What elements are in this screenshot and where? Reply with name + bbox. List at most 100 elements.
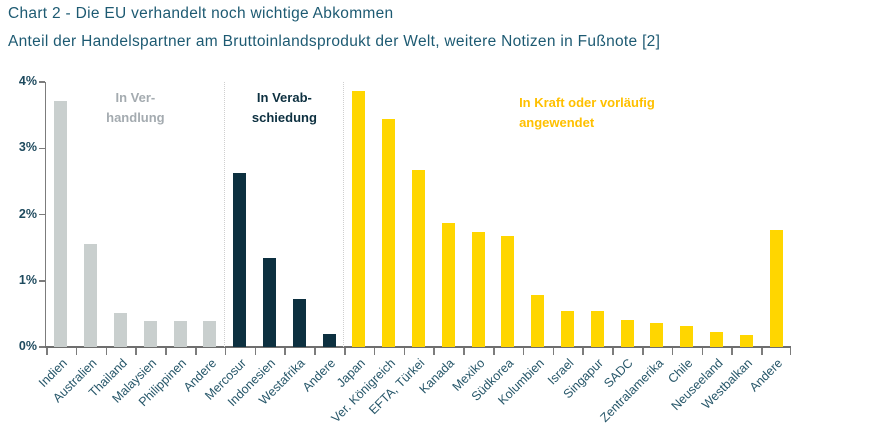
- x-axis-tick: [701, 348, 704, 355]
- x-axis-tick: [75, 348, 78, 355]
- x-axis-line: [44, 346, 791, 348]
- y-axis-label: 0%: [18, 339, 37, 353]
- y-axis-tick: [39, 346, 45, 348]
- group-label-line: In Verab-: [256, 90, 312, 105]
- bar-slot: [761, 82, 791, 347]
- x-axis-tick: [284, 348, 286, 355]
- bar-slot: [493, 82, 523, 347]
- bar: [292, 299, 306, 347]
- bar: [143, 320, 157, 347]
- chart-subtitle: Anteil der Handelspartner am Bruttoinlan…: [8, 33, 661, 50]
- bar-slot: [135, 82, 165, 347]
- x-axis-tick: [403, 348, 406, 355]
- x-axis-labels: Indien Australien Thailand Malaysien Philipp…: [36, 356, 790, 439]
- bar-slot: [433, 82, 463, 347]
- group-label-line: handlung: [106, 109, 165, 125]
- group-label-line: In Kraft oder vorläufig: [519, 95, 655, 110]
- group-label-line: angewendet: [519, 114, 595, 130]
- x-axis-tick: [642, 348, 644, 355]
- x-axis-tick: [105, 348, 108, 355]
- x-axis-tick: [165, 348, 167, 355]
- bar-slot: [223, 82, 255, 347]
- x-axis-tick: [582, 348, 584, 355]
- x-axis-tick: [373, 348, 376, 355]
- group-label-verhandlung: In Ver- handlung: [106, 88, 165, 127]
- x-axis-tick: [195, 348, 197, 355]
- x-axis-tick: [612, 348, 614, 355]
- x-axis-tick: [254, 348, 257, 355]
- bar: [233, 173, 247, 347]
- bar: [382, 119, 396, 347]
- group-label-in-kraft: In Kraft oder vorläufig angewendet: [519, 93, 655, 132]
- group-label-line: schiedung: [251, 109, 317, 125]
- x-axis-tick: [314, 348, 316, 355]
- x-axis-tick: [433, 348, 435, 355]
- bar: [54, 100, 68, 347]
- bar-slot: [463, 82, 493, 347]
- y-axis-label: 2%: [18, 206, 37, 221]
- bar: [590, 311, 604, 347]
- bar-slot: [642, 82, 672, 347]
- bar-slot: [314, 82, 344, 347]
- group-label-line: In Ver-: [115, 90, 156, 105]
- bar-slot: [702, 82, 732, 347]
- bar-slot: [582, 82, 612, 347]
- bar-slot: [46, 82, 76, 347]
- bar-slot: [76, 82, 106, 347]
- x-axis-label: Andere: [299, 356, 339, 395]
- bar-slot: [374, 82, 404, 347]
- x-axis-tick: [344, 348, 346, 355]
- bar-slot: [255, 82, 285, 347]
- bar-slot: [165, 82, 195, 347]
- bar: [471, 231, 485, 347]
- bar: [262, 258, 276, 347]
- y-axis-tick: [39, 147, 45, 149]
- bar: [441, 223, 455, 347]
- bar-slot: [553, 82, 583, 347]
- x-axis-tick: [522, 348, 525, 355]
- bar: [113, 313, 127, 347]
- x-axis-tick: [552, 348, 555, 355]
- bar-slot: [731, 82, 761, 347]
- x-axis-label: Andere: [746, 356, 786, 395]
- bar: [560, 310, 574, 347]
- y-axis-label: 1%: [18, 272, 37, 287]
- x-axis-tick: [789, 348, 791, 355]
- bar: [352, 90, 366, 347]
- group-separator-line: [342, 82, 344, 347]
- bar: [501, 235, 515, 347]
- x-axis-tick: [463, 348, 465, 355]
- x-axis-tick: [135, 348, 137, 355]
- plot-area: In Ver- handlung In Verab- schiedung In …: [44, 82, 791, 355]
- bar: [322, 333, 336, 347]
- bar: [739, 335, 753, 347]
- bar-slot: [195, 82, 225, 347]
- group-separator-line: [223, 82, 225, 347]
- bar: [411, 170, 425, 347]
- x-axis-tick: [493, 348, 495, 355]
- bar: [680, 325, 694, 347]
- bars-row: [46, 82, 791, 347]
- bar: [650, 322, 664, 347]
- x-axis-tick: [761, 348, 763, 355]
- bar-slot: [342, 82, 374, 347]
- bar: [531, 295, 545, 347]
- x-axis-tick: [46, 348, 48, 355]
- x-axis-tick: [224, 348, 227, 355]
- bar-slot: [672, 82, 702, 347]
- y-axis-tick: [39, 280, 45, 282]
- group-label-verabschiedung: In Verab- schiedung: [252, 88, 317, 127]
- bar-slot: [284, 82, 314, 347]
- x-axis-tick: [731, 348, 733, 355]
- bar-slot: [404, 82, 434, 347]
- chart-title: Chart 2 - Die EU verhandelt noch wichtig…: [8, 5, 394, 22]
- bar: [620, 319, 634, 347]
- y-axis-label: 3%: [18, 140, 37, 155]
- bar: [84, 244, 98, 347]
- bar: [203, 321, 217, 347]
- x-axis-tick: [671, 348, 674, 355]
- bar: [709, 331, 723, 347]
- bar-slot: [106, 82, 136, 347]
